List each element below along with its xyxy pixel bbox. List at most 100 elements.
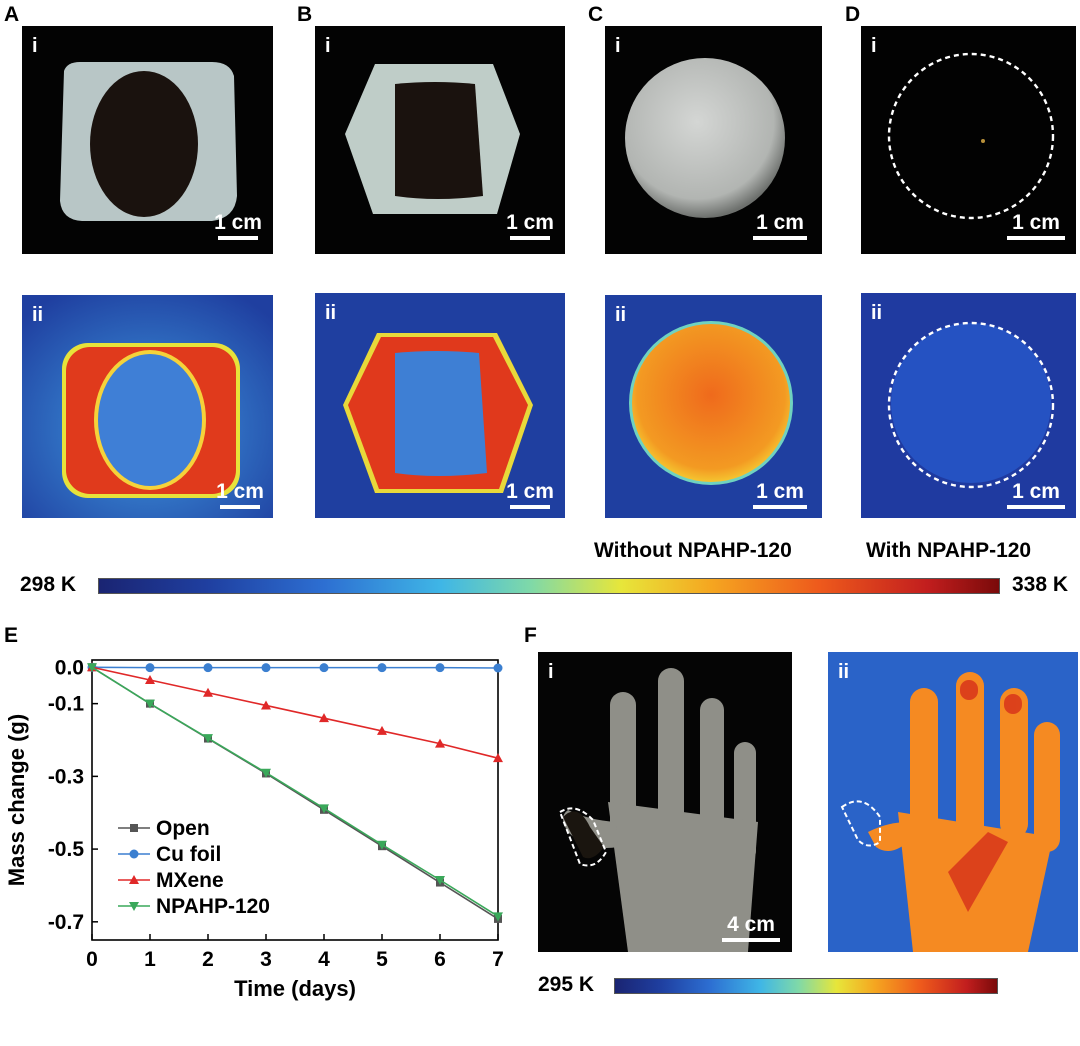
y-tick-label: 0.0 <box>55 656 84 679</box>
mass-change-chart: 0.0 -0.1 -0.3 -0.5 -0.7 0 1 2 3 4 5 6 7 Open Cu foil… <box>4 656 504 1001</box>
scale-bar <box>722 938 780 942</box>
scale-text: 1 cm <box>506 480 554 503</box>
scale-text: 1 cm <box>506 211 554 234</box>
data-point <box>435 876 445 885</box>
series-line <box>91 666 499 669</box>
data-point <box>319 804 329 814</box>
data-point <box>87 663 97 673</box>
panel-a-photo: i 1 cm <box>22 26 273 254</box>
legend-label: MXene <box>156 869 224 892</box>
data-point <box>493 912 503 922</box>
x-tick-label: 4 <box>318 948 330 971</box>
panel-b-thermal: ii 1 cm <box>315 293 565 518</box>
y-axis-label: Mass change (g) <box>4 714 29 886</box>
legend-label: Open <box>156 817 210 840</box>
panel-b-scale-top: 1 cm <box>499 212 561 240</box>
plot-border <box>91 659 499 941</box>
panel-label-a: A <box>4 3 20 26</box>
panel-f-glove-photo: i 4 cm <box>538 652 792 952</box>
data-point <box>203 687 213 697</box>
x-axis-ticks: 0 1 2 3 4 5 6 7 <box>86 934 504 971</box>
caption-without-npahp: Without NPAHP-120 <box>594 539 792 562</box>
series-group <box>87 662 503 923</box>
data-point <box>261 663 271 673</box>
panel-a-scale-top: 1 cm <box>208 212 268 240</box>
panel-label-e: E <box>4 624 19 647</box>
y-axis-ticks: 0.0 -0.1 -0.3 -0.5 -0.7 <box>48 656 98 934</box>
chart-legend: Open Cu foil MXene NPAHP-120 <box>118 817 270 918</box>
scale-text: 1 cm <box>1012 480 1060 503</box>
series-mxene <box>87 662 503 763</box>
caption-with-npahp: With NPAHP-120 <box>866 539 1032 562</box>
panel-b-roman-ii: ii <box>325 302 337 324</box>
panel-a-roman-ii: ii <box>32 304 44 326</box>
panel-label-f: F <box>524 624 537 647</box>
data-point <box>130 824 138 832</box>
series-line <box>91 666 499 918</box>
panel-d-thermal: ii 1 cm <box>861 293 1076 518</box>
scale-bar <box>1007 236 1065 240</box>
scale-bar <box>1007 505 1065 509</box>
data-point <box>261 768 271 778</box>
data-point <box>261 700 271 710</box>
scale-text: 1 cm <box>756 211 804 234</box>
y-tick-label: -0.3 <box>48 765 84 788</box>
data-point <box>435 663 445 673</box>
scale-text: 1 cm <box>1012 211 1060 234</box>
temperature-colorbar <box>98 578 1000 594</box>
panel-c-scale-bottom: 1 cm <box>747 481 813 509</box>
data-point <box>129 875 139 884</box>
series-npahp-120 <box>87 663 503 922</box>
panel-f-thermal-hand: ii <box>828 652 1078 952</box>
panel-c-scale-top: 1 cm <box>747 212 813 240</box>
y-tick-label: -0.1 <box>48 693 85 716</box>
x-tick-label: 0 <box>86 948 98 971</box>
scale-text: 1 cm <box>216 480 264 503</box>
scale-bar <box>510 236 550 240</box>
data-point <box>129 849 139 859</box>
panel-d-roman-i: i <box>871 35 877 57</box>
data-point <box>145 675 155 684</box>
legend-label: NPAHP-120 <box>156 895 270 918</box>
scale-text: 4 cm <box>727 913 775 936</box>
legend-label: Cu foil <box>156 843 221 866</box>
y-tick-label: -0.7 <box>48 911 84 934</box>
panel-a-scale-bottom: 1 cm <box>210 481 270 509</box>
panel-c-roman-ii: ii <box>615 304 627 326</box>
panel-d-photo: i 1 cm <box>861 26 1076 254</box>
x-tick-label: 2 <box>202 948 214 971</box>
y-tick-label: -0.5 <box>48 838 85 861</box>
colorbar-max-label: 338 K <box>1012 573 1069 596</box>
panel-c-roman-i: i <box>615 35 621 57</box>
colorbar-min-label: 298 K <box>20 573 77 596</box>
panel-label-d: D <box>845 3 861 26</box>
panel-a-roman-i: i <box>32 35 38 57</box>
data-point <box>203 663 213 673</box>
panel-d-roman-ii: ii <box>871 302 883 324</box>
data-point <box>319 713 329 723</box>
series-line <box>91 666 499 759</box>
panel-b-roman-i: i <box>325 35 331 57</box>
panel-b-photo: i 1 cm <box>315 26 565 254</box>
colorbar-bottom-min-label: 295 K <box>538 973 595 996</box>
scale-bar <box>510 505 550 509</box>
scale-text: 1 cm <box>214 211 262 234</box>
data-point <box>145 699 155 709</box>
data-point <box>203 734 213 744</box>
scale-text: 1 cm <box>756 480 804 503</box>
x-tick-label: 7 <box>492 948 504 971</box>
scale-bar <box>220 505 260 509</box>
plot-frame <box>91 659 499 941</box>
x-tick-label: 6 <box>434 948 446 971</box>
data-point <box>493 663 503 673</box>
x-tick-label: 1 <box>144 948 156 971</box>
panel-d-scale-bottom: 1 cm <box>1003 481 1069 509</box>
panel-a-thermal: ii 1 cm <box>22 295 273 518</box>
data-point <box>435 738 445 748</box>
panel-b-scale-bottom: 1 cm <box>499 481 561 509</box>
temperature-colorbar-bottom <box>614 978 998 994</box>
x-tick-label: 5 <box>376 948 388 971</box>
data-point <box>377 725 387 735</box>
panel-c-photo: i 1 cm <box>605 26 822 254</box>
scale-bar <box>753 505 807 509</box>
